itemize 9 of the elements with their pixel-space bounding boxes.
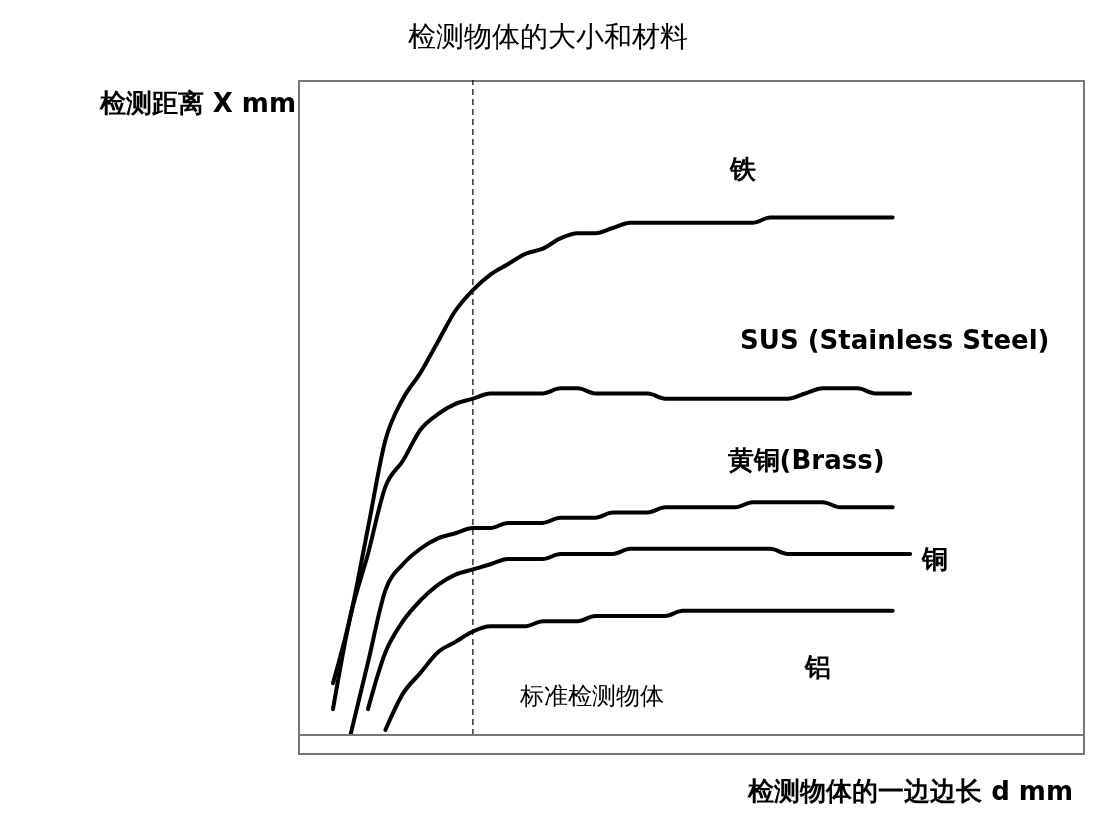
y-axis-title: 检测距离 X mm — [99, 87, 296, 120]
annotation: 标准检测物体 — [520, 681, 664, 712]
series-label: 铝 — [803, 651, 831, 682]
x-axis-title: 检测物体的一边边长 d mm — [748, 775, 1073, 808]
series-label: SUS (Stainless Steel) — [740, 324, 1050, 355]
series-label: 黄铜(Brass) — [726, 445, 885, 476]
chart-title: 检测物体的大小和材料 — [407, 19, 689, 55]
series-label: 铜 — [921, 543, 949, 574]
series-label: 铁 — [728, 153, 757, 184]
